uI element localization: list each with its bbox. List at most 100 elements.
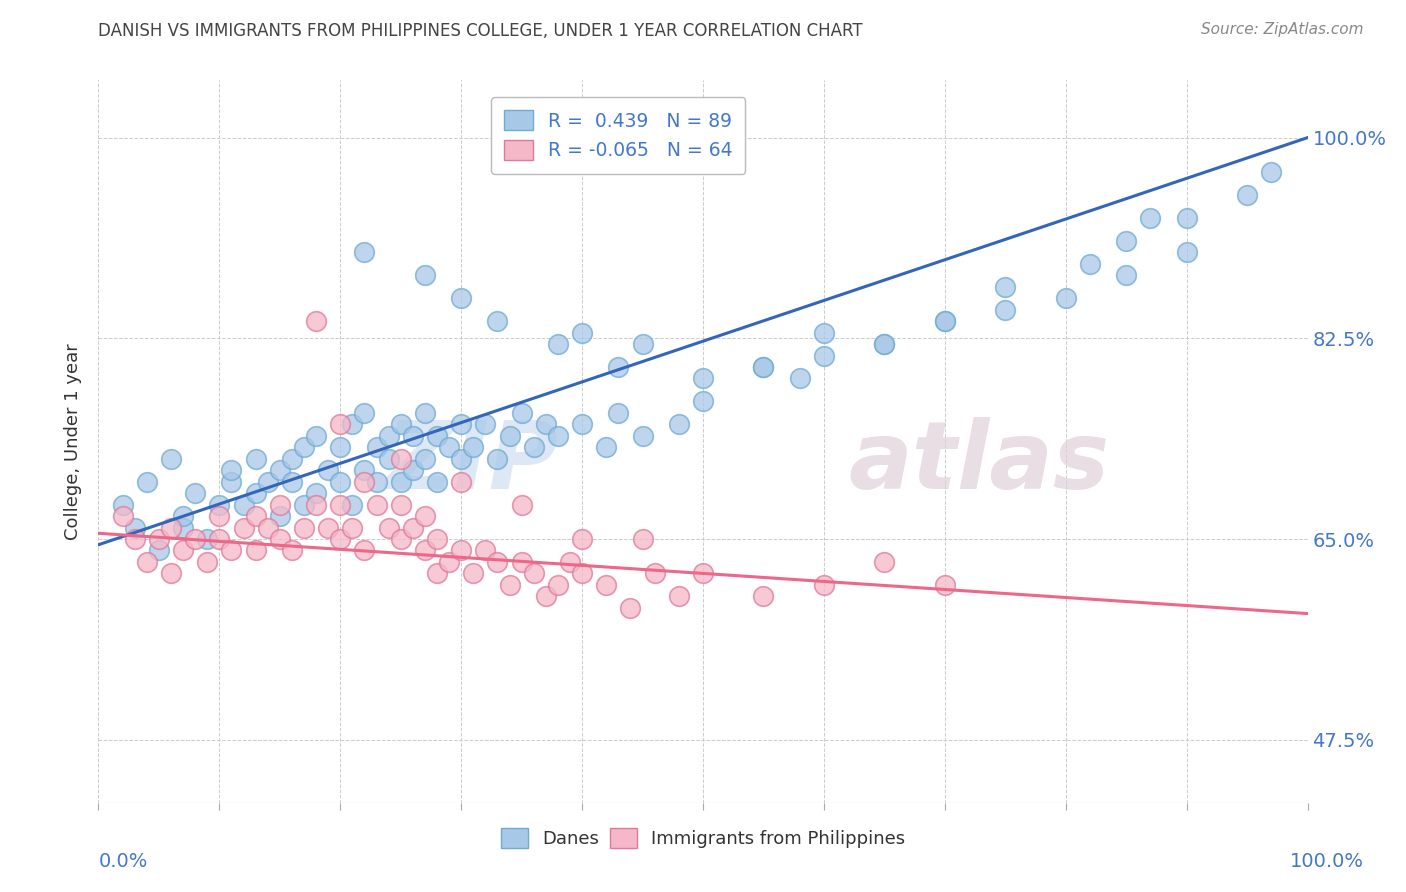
Point bbox=[342, 417, 364, 432]
Point bbox=[269, 463, 291, 477]
Point bbox=[426, 475, 449, 489]
Point bbox=[873, 555, 896, 569]
Point bbox=[342, 498, 364, 512]
Point bbox=[305, 498, 328, 512]
Point bbox=[547, 429, 569, 443]
Point bbox=[281, 543, 304, 558]
Point bbox=[377, 520, 399, 534]
Point bbox=[813, 349, 835, 363]
Point bbox=[402, 429, 425, 443]
Point bbox=[934, 314, 956, 328]
Point bbox=[389, 475, 412, 489]
Point bbox=[366, 475, 388, 489]
Point bbox=[256, 520, 278, 534]
Point bbox=[510, 498, 533, 512]
Text: Source: ZipAtlas.com: Source: ZipAtlas.com bbox=[1201, 22, 1364, 37]
Point bbox=[437, 440, 460, 454]
Point bbox=[221, 463, 243, 477]
Point bbox=[510, 555, 533, 569]
Point bbox=[160, 566, 183, 581]
Point bbox=[789, 371, 811, 385]
Point bbox=[450, 291, 472, 305]
Point bbox=[813, 326, 835, 340]
Point bbox=[692, 566, 714, 581]
Point bbox=[486, 555, 509, 569]
Point bbox=[873, 337, 896, 351]
Point bbox=[413, 268, 436, 283]
Point bbox=[353, 245, 375, 260]
Point bbox=[498, 429, 520, 443]
Point bbox=[668, 590, 690, 604]
Point bbox=[111, 509, 134, 524]
Point bbox=[208, 498, 231, 512]
Point bbox=[437, 555, 460, 569]
Point bbox=[571, 417, 593, 432]
Point bbox=[486, 451, 509, 466]
Point bbox=[172, 543, 194, 558]
Point bbox=[377, 451, 399, 466]
Point bbox=[316, 520, 339, 534]
Point bbox=[281, 451, 304, 466]
Point bbox=[160, 520, 183, 534]
Point bbox=[366, 498, 388, 512]
Point bbox=[389, 532, 412, 546]
Point bbox=[619, 600, 641, 615]
Point bbox=[1054, 291, 1077, 305]
Y-axis label: College, Under 1 year: College, Under 1 year bbox=[65, 343, 83, 540]
Point bbox=[450, 543, 472, 558]
Point bbox=[269, 498, 291, 512]
Point bbox=[305, 314, 328, 328]
Point bbox=[148, 532, 170, 546]
Point bbox=[245, 509, 267, 524]
Point bbox=[450, 417, 472, 432]
Point bbox=[232, 520, 254, 534]
Point bbox=[752, 590, 775, 604]
Point bbox=[256, 475, 278, 489]
Point bbox=[353, 475, 375, 489]
Point bbox=[1260, 165, 1282, 179]
Point bbox=[474, 417, 496, 432]
Point bbox=[523, 566, 546, 581]
Point bbox=[292, 520, 315, 534]
Point bbox=[994, 302, 1017, 317]
Point bbox=[305, 429, 328, 443]
Point bbox=[389, 417, 412, 432]
Point bbox=[124, 532, 146, 546]
Point bbox=[413, 543, 436, 558]
Point bbox=[1175, 245, 1198, 260]
Point bbox=[873, 337, 896, 351]
Point bbox=[692, 371, 714, 385]
Point bbox=[389, 451, 412, 466]
Point bbox=[402, 520, 425, 534]
Point bbox=[135, 555, 157, 569]
Point bbox=[245, 451, 267, 466]
Point bbox=[571, 566, 593, 581]
Point bbox=[245, 486, 267, 500]
Point bbox=[245, 543, 267, 558]
Point bbox=[160, 451, 183, 466]
Point bbox=[172, 520, 194, 534]
Point bbox=[463, 440, 485, 454]
Point bbox=[595, 440, 617, 454]
Point bbox=[353, 463, 375, 477]
Point bbox=[184, 486, 207, 500]
Point bbox=[269, 532, 291, 546]
Point bbox=[342, 520, 364, 534]
Point bbox=[547, 337, 569, 351]
Point bbox=[184, 532, 207, 546]
Point bbox=[329, 532, 352, 546]
Point bbox=[292, 498, 315, 512]
Text: 0.0%: 0.0% bbox=[98, 852, 148, 871]
Point bbox=[329, 498, 352, 512]
Point bbox=[450, 475, 472, 489]
Text: ZIP: ZIP bbox=[385, 417, 558, 509]
Point bbox=[232, 498, 254, 512]
Point bbox=[498, 578, 520, 592]
Point bbox=[450, 451, 472, 466]
Point bbox=[1115, 268, 1137, 283]
Point bbox=[413, 406, 436, 420]
Text: DANISH VS IMMIGRANTS FROM PHILIPPINES COLLEGE, UNDER 1 YEAR CORRELATION CHART: DANISH VS IMMIGRANTS FROM PHILIPPINES CO… bbox=[98, 22, 863, 40]
Point bbox=[607, 359, 630, 374]
Point bbox=[558, 555, 581, 569]
Point bbox=[305, 486, 328, 500]
